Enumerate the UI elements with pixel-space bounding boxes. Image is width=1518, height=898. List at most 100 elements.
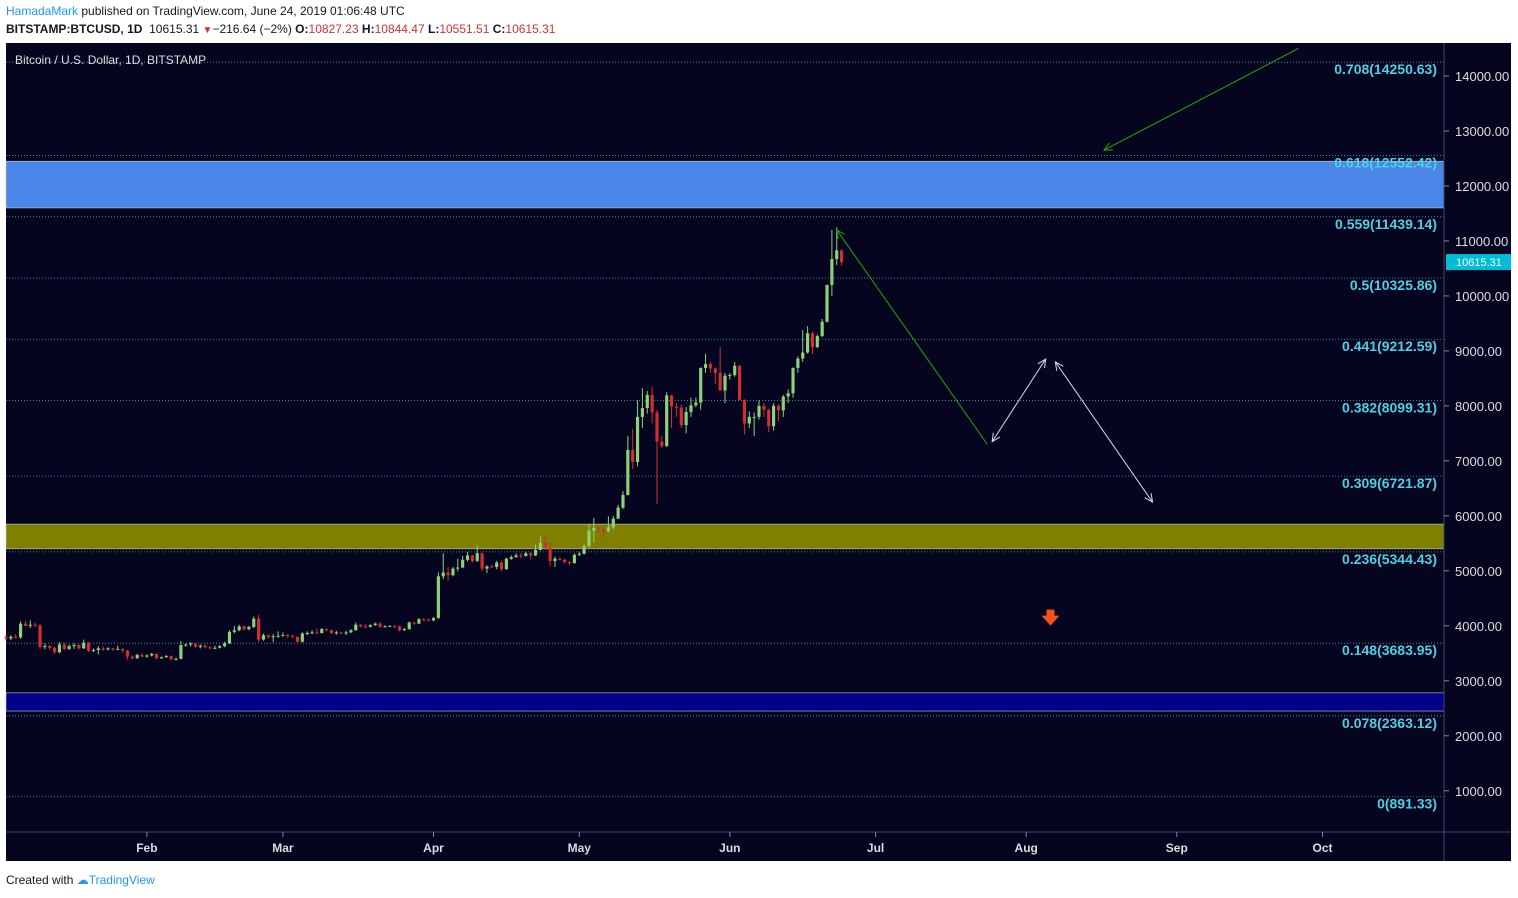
white-arrow-line[interactable] (1054, 361, 1153, 503)
candle-body (669, 395, 674, 407)
candle-body (533, 549, 538, 556)
candle-body (835, 250, 839, 260)
fib-level-label: 0.441(9212.59) (1342, 338, 1437, 354)
candle-body (106, 648, 110, 650)
candle-body (237, 626, 241, 631)
candle-body (184, 644, 188, 646)
candle-body (9, 636, 13, 639)
candle-body (621, 494, 625, 508)
candle-body (752, 416, 756, 418)
candle-body (218, 646, 222, 648)
candle-body (417, 619, 421, 624)
candle-body (393, 625, 397, 627)
candle-body (140, 654, 144, 657)
candle-body (208, 647, 212, 649)
candle-body (431, 618, 436, 621)
candle-body (519, 555, 523, 557)
candle-body (291, 635, 295, 637)
candle-body (776, 405, 781, 411)
candle-body (825, 284, 829, 322)
candle-body (111, 648, 115, 650)
candle-body (713, 368, 717, 373)
candle-body (441, 572, 445, 577)
candle-body (485, 566, 489, 569)
candle-body (422, 619, 426, 621)
candle-body (762, 405, 766, 410)
candle-body (456, 567, 460, 569)
candle-body (354, 624, 358, 631)
white-arrow-head (991, 432, 1001, 443)
down-arrow-icon[interactable] (1041, 609, 1060, 626)
green-arrow-line[interactable] (836, 229, 988, 445)
footer-created-with: Created with (6, 873, 74, 887)
candle-body (397, 626, 402, 631)
zone-box[interactable] (5, 523, 1445, 550)
candle-body (286, 635, 290, 637)
price-axis[interactable] (1444, 43, 1511, 861)
candle-body (193, 643, 198, 647)
candle-body (601, 529, 606, 532)
x-tick-label: Jun (719, 841, 740, 855)
white-arrow-line[interactable] (991, 358, 1047, 442)
fib-level-label: 0.382(8099.31) (1342, 399, 1437, 415)
candle-body (368, 625, 372, 627)
candle-body (344, 632, 348, 634)
footer-brand-link[interactable]: TradingView (88, 873, 155, 887)
candle-body (587, 530, 591, 547)
candle-body (189, 643, 193, 645)
candle-body (295, 636, 300, 642)
candle-body (806, 333, 810, 353)
candle-body (475, 553, 479, 561)
candle-body (427, 619, 431, 621)
fib-level-label: 0.148(3683.95) (1342, 642, 1437, 658)
candle-body (266, 635, 270, 637)
low-label: L: (428, 22, 440, 36)
candle-body (796, 358, 800, 368)
candle-body (786, 393, 790, 397)
x-tick-label: Feb (136, 841, 157, 855)
zone-box[interactable] (5, 692, 1445, 712)
candle-body (359, 624, 363, 627)
tradingview-logo-icon[interactable]: ☁ (76, 873, 89, 887)
author-link[interactable]: HamadaMark (6, 4, 79, 18)
candle-body (694, 402, 698, 406)
candle-body (490, 566, 494, 568)
symbol-label: BITSTAMP:BTCUSD, 1D (6, 22, 143, 36)
candle-body (645, 394, 649, 409)
candle-body (227, 631, 232, 644)
x-tick-label: Aug (1015, 841, 1038, 855)
candle-body (543, 542, 547, 548)
green-arrow-line[interactable] (1103, 48, 1299, 151)
x-tick-label: Oct (1313, 841, 1333, 855)
candle-body (514, 555, 518, 558)
candle-body (524, 553, 528, 556)
candle-body (48, 646, 52, 648)
candle-body (159, 657, 164, 659)
fib-level-label: 0.708(14250.63) (1334, 61, 1437, 77)
candle-body (242, 626, 246, 630)
candle-body (684, 411, 688, 426)
white-arrow-head (1037, 358, 1047, 369)
candle-body (504, 558, 508, 570)
footer: Created with ☁TradingView (6, 873, 155, 887)
candle-body (203, 645, 207, 648)
candle-body (252, 618, 256, 627)
candle-body (33, 624, 37, 626)
candle-body (300, 633, 304, 642)
candle-body (655, 412, 659, 442)
candle-body (529, 553, 533, 556)
candle-body (213, 647, 217, 649)
green-arrow-head (1102, 142, 1113, 151)
zone-box[interactable] (5, 160, 1445, 209)
candle-body (198, 645, 202, 647)
candle-body (640, 408, 644, 417)
candle-body (155, 653, 159, 659)
x-tick-label: May (568, 841, 592, 855)
candle-body (14, 636, 18, 638)
candle-body (349, 630, 353, 633)
candle-body (631, 449, 635, 462)
candle-body (436, 576, 440, 619)
y-tick-label: 3000.00 (1455, 674, 1502, 689)
candle-body (728, 375, 732, 377)
